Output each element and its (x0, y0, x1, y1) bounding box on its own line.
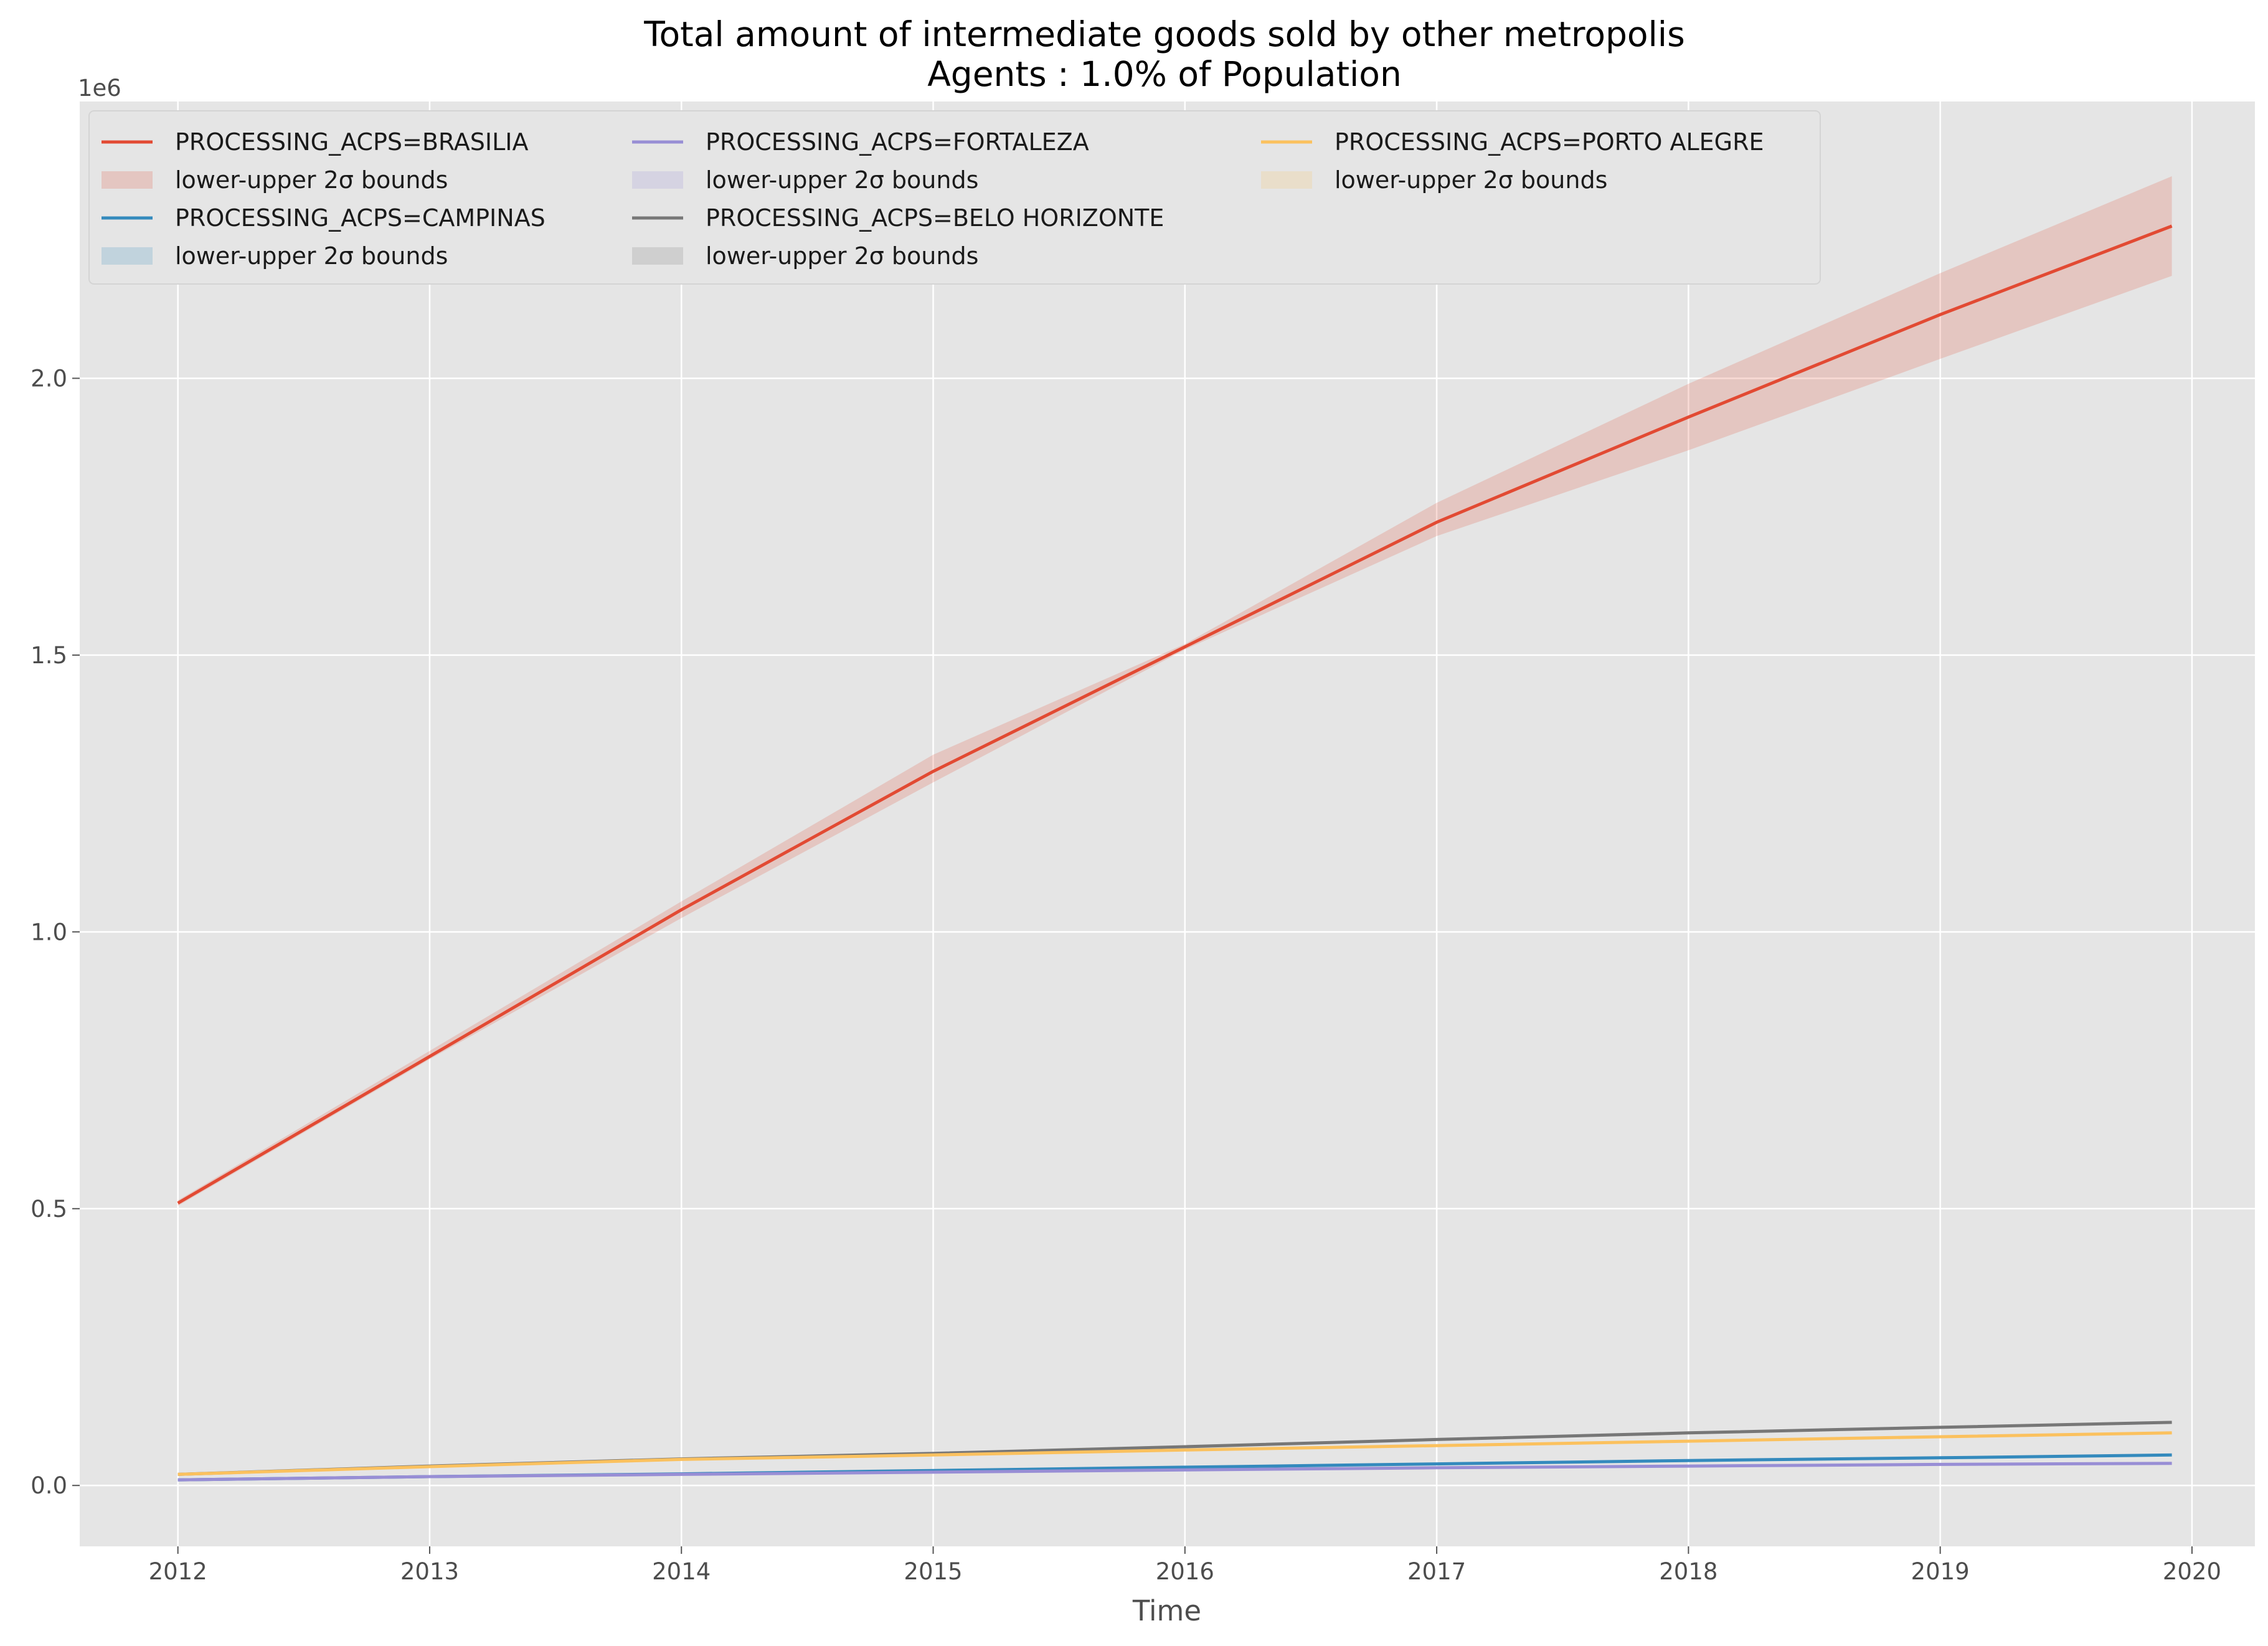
x-tick-label: 2018 (1659, 1558, 1718, 1585)
legend-label: lower-upper 2σ bounds (706, 166, 978, 194)
x-tick-label: 2020 (2163, 1558, 2221, 1585)
confidence-band (177, 176, 2172, 1206)
y-offset-label: 1e6 (78, 75, 121, 102)
legend-label: lower-upper 2σ bounds (175, 242, 448, 270)
legend-label: lower-upper 2σ bounds (1335, 166, 1607, 194)
legend-band-swatch (102, 247, 153, 265)
chart-title: Total amount of intermediate goods sold … (643, 14, 1685, 54)
x-tick-label: 2019 (1911, 1558, 1970, 1585)
legend-band-swatch (632, 247, 683, 265)
legend-frame (88, 110, 1821, 285)
y-axis-ticks: 0.0 0.5 1.0 1.5 2.0 (31, 365, 80, 1499)
legend-label: PROCESSING_ACPS=PORTO ALEGRE (1335, 128, 1764, 156)
x-axis-label: Time (1132, 1594, 1201, 1627)
legend-label: PROCESSING_ACPS=FORTALEZA (706, 128, 1089, 156)
x-tick-label: 2017 (1407, 1558, 1466, 1585)
legend-label: PROCESSING_ACPS=CAMPINAS (175, 204, 546, 232)
grid (80, 102, 2255, 1546)
x-tick-label: 2016 (1156, 1558, 1214, 1585)
x-tick-label: 2012 (149, 1558, 207, 1585)
legend: PROCESSING_ACPS=BRASILIA lower-upper 2σ b… (88, 110, 1821, 285)
legend-band-swatch (1261, 171, 1312, 189)
series-line (177, 1431, 2172, 1476)
legend-label: lower-upper 2σ bounds (706, 242, 978, 270)
legend-label: PROCESSING_ACPS=BELO HORIZONTE (706, 204, 1164, 232)
series-lines (177, 224, 2173, 1482)
x-tick-label: 2014 (652, 1558, 711, 1585)
y-tick-label: 1.0 (31, 919, 67, 945)
legend-band-swatch (102, 171, 153, 189)
y-tick-label: 0.5 (31, 1196, 67, 1223)
series-line (177, 224, 2173, 1205)
plot-area (80, 102, 2255, 1546)
series-line (177, 1462, 2172, 1482)
legend-label: PROCESSING_ACPS=BRASILIA (175, 128, 528, 156)
x-tick-label: 2015 (904, 1558, 962, 1585)
y-tick-label: 1.5 (31, 642, 67, 669)
legend-band-swatch (632, 171, 683, 189)
x-axis-ticks: 2012 2013 2014 2015 2016 2017 2018 2019 2020 (149, 1546, 2221, 1585)
chart-subtitle: Agents : 1.0% of Population (927, 54, 1402, 94)
x-tick-label: 2013 (400, 1558, 459, 1585)
legend-label: lower-upper 2σ bounds (175, 166, 448, 194)
y-tick-label: 2.0 (31, 365, 67, 392)
y-tick-label: 0.0 (31, 1472, 67, 1499)
